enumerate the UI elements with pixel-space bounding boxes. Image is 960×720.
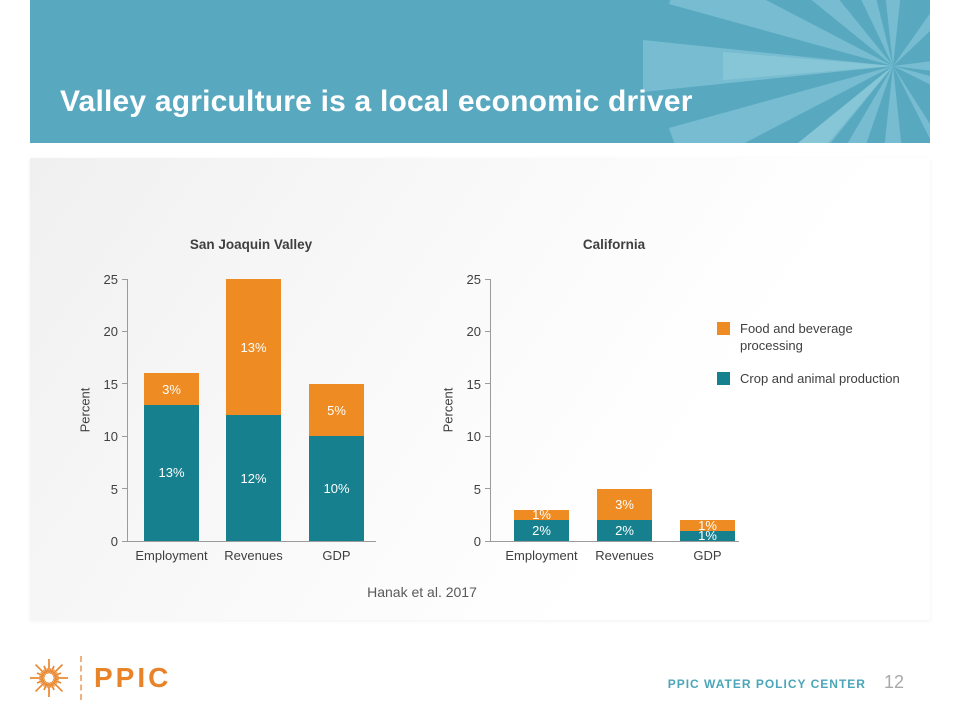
- legend-item: Food and beverage processing: [717, 320, 907, 354]
- bar-gdp: 1% 1%: [680, 279, 735, 544]
- bar-value-label: 3%: [162, 381, 181, 397]
- bar-value-label: 2%: [615, 523, 634, 539]
- y-axis-tick-label: 25: [103, 272, 118, 287]
- bar-value-label: 2%: [532, 523, 551, 539]
- y-axis-tick-label: 15: [103, 376, 118, 392]
- bar-value-label: 13%: [240, 339, 267, 355]
- y-axis-tick: [485, 330, 490, 332]
- y-axis-tick-label: 0: [473, 534, 481, 549]
- y-axis-title: Percent: [77, 387, 93, 433]
- bar-segment: 13%: [144, 404, 199, 541]
- bar-segment: 1%: [680, 517, 735, 533]
- bar-employment: 13% 3%: [144, 279, 199, 541]
- x-axis-label: Employment: [135, 548, 208, 563]
- x-axis-label: GDP: [693, 548, 722, 563]
- bar-segment: 10%: [309, 436, 364, 541]
- bar-gdp: 10% 5%: [309, 279, 364, 541]
- y-axis-tick-label: 0: [110, 534, 118, 549]
- plot-area: 0 5 10 15 20 25 13% 3% Employment 12% 13% Revenues 1…: [104, 272, 376, 563]
- ppic-wordmark: PPIC: [94, 662, 172, 693]
- y-axis-tick-label: 15: [466, 376, 481, 392]
- y-axis-tick: [485, 278, 490, 280]
- legend-item: Crop and animal production: [717, 370, 907, 387]
- y-axis-tick: [122, 278, 127, 280]
- ppic-logo: PPIC: [28, 652, 171, 704]
- bar-segment: 1%: [514, 507, 569, 523]
- bar-segment: 12%: [226, 415, 281, 541]
- x-axis-label: Employment: [505, 548, 578, 563]
- x-axis-label: Revenues: [595, 548, 654, 563]
- bar-segment: 1%: [680, 528, 735, 544]
- source-citation: Hanak et al. 2017: [367, 584, 477, 600]
- y-axis-title: Percent: [440, 387, 456, 433]
- y-axis-tick-label: 10: [103, 429, 118, 445]
- bar-revenues: 2% 3%: [597, 279, 652, 541]
- logo-divider: [80, 656, 82, 700]
- bar-segment: 3%: [597, 488, 652, 521]
- bar-value-label: 12%: [240, 470, 267, 486]
- y-axis-tick: [122, 330, 127, 332]
- bar-value-label: 13%: [158, 465, 185, 481]
- y-axis-tick: [122, 540, 127, 542]
- ppic-sunburst-icon: [30, 659, 68, 697]
- y-axis-tick: [122, 435, 127, 437]
- x-axis-label: Revenues: [224, 548, 283, 563]
- footer-center-label: PPIC WATER POLICY CENTER: [667, 677, 866, 691]
- bar-value-label: 1%: [698, 517, 717, 533]
- legend-swatch-orange: [717, 322, 730, 335]
- bar-segment: 2%: [514, 520, 569, 541]
- bar-segment: 3%: [144, 373, 199, 405]
- page-number: 12: [883, 672, 904, 692]
- y-axis-tick-label: 25: [466, 272, 481, 287]
- chart-legend: Food and beverage processing Crop and an…: [717, 320, 907, 403]
- bar-value-label: 1%: [532, 507, 551, 523]
- bar-segment: 2%: [597, 520, 652, 541]
- y-axis-tick-label: 20: [103, 324, 118, 340]
- x-axis-label: GDP: [322, 548, 351, 563]
- legend-label: Food and beverage processing: [740, 321, 853, 353]
- footer-right: PPIC WATER POLICY CENTER 12: [668, 672, 904, 693]
- plot-area: 0 5 10 15 20 25 2% 1% Employment 2% 3% Revenues 1% 1%…: [467, 272, 739, 563]
- bar-value-label: 10%: [323, 481, 350, 497]
- y-axis-tick: [122, 488, 127, 490]
- bar-revenues: 12% 13%: [226, 279, 281, 541]
- bar-value-label: 5%: [327, 402, 346, 418]
- bar-employment: 2% 1%: [514, 279, 569, 541]
- chart-california: California Percent 0 5 10 15 20 25 2% 1% Employm…: [400, 237, 900, 567]
- bar-value-label: 3%: [615, 496, 634, 512]
- title-banner: Valley agriculture is a local economic d…: [30, 0, 930, 143]
- y-axis-tick-label: 20: [466, 324, 481, 340]
- y-axis-tick: [122, 383, 127, 385]
- chart-title: San Joaquin Valley: [189, 237, 313, 252]
- y-axis-tick: [485, 488, 490, 490]
- legend-swatch-teal: [717, 372, 730, 385]
- y-axis-tick-label: 5: [110, 481, 118, 497]
- bar-value-label: 1%: [698, 528, 717, 544]
- chart-title: California: [582, 237, 646, 252]
- legend-label: Crop and animal production: [740, 371, 900, 386]
- bar-segment: 13%: [226, 279, 281, 416]
- y-axis-tick: [485, 383, 490, 385]
- starburst-decoration-icon: [643, 0, 930, 143]
- slide-title: Valley agriculture is a local economic d…: [60, 85, 693, 118]
- y-axis-tick-label: 10: [466, 429, 481, 445]
- y-axis-tick: [485, 435, 490, 437]
- y-axis-tick: [485, 540, 490, 542]
- chart-san-joaquin-valley: San Joaquin Valley Percent 0 5 10 15 20 25 13%…: [37, 237, 397, 567]
- bar-segment: 5%: [309, 383, 364, 437]
- y-axis-tick-label: 5: [473, 481, 481, 497]
